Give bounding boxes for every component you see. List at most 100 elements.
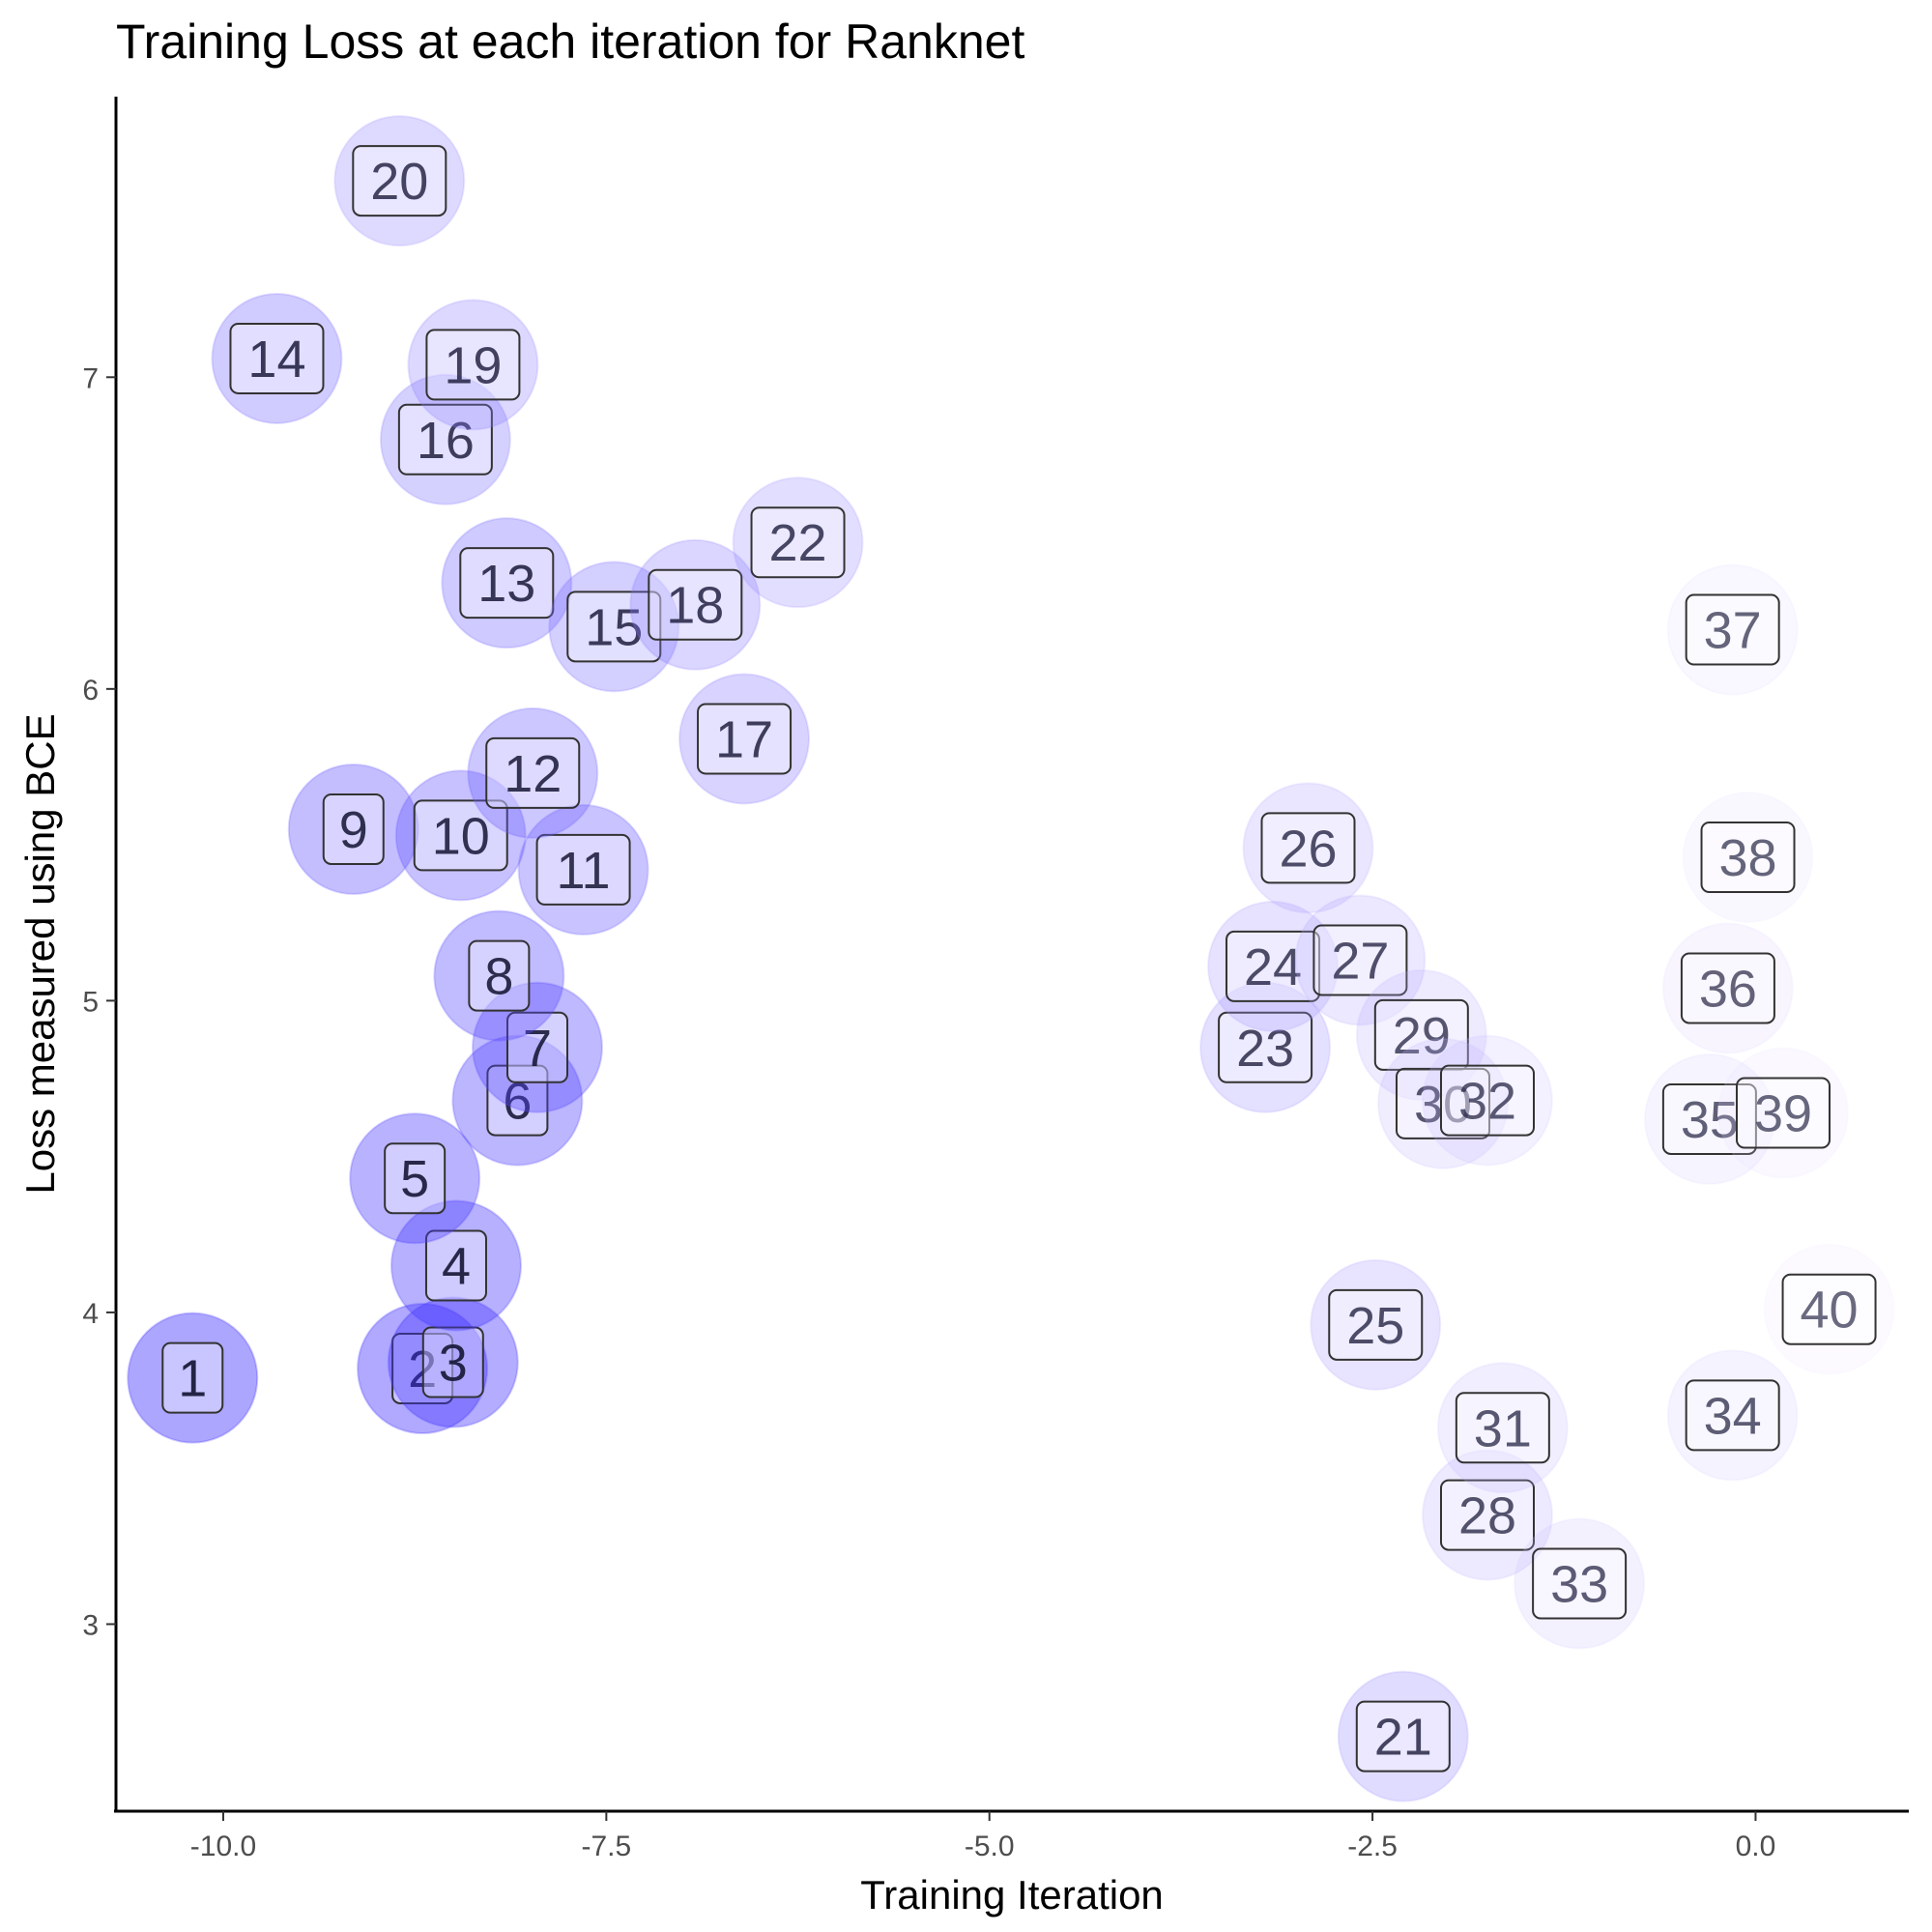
data-point: 37 (1666, 563, 1799, 696)
point-bubble (451, 1034, 584, 1167)
point-bubble (548, 561, 680, 693)
point-bubble (127, 1312, 259, 1444)
point-label-box (352, 145, 447, 217)
data-point: 26 (1242, 782, 1374, 914)
y-tick-label: 3 (82, 1609, 99, 1641)
point-bubble (1661, 922, 1794, 1054)
point-label: 12 (504, 745, 562, 803)
point-bubble (467, 706, 599, 839)
point-label: 18 (666, 577, 724, 635)
point-label: 15 (585, 598, 643, 656)
point-label: 4 (442, 1238, 471, 1296)
point-label-box (1260, 812, 1356, 884)
point-bubble (678, 673, 811, 805)
point-bubble (1242, 782, 1374, 914)
point-label: 24 (1244, 938, 1302, 996)
data-point: 19 (407, 299, 539, 431)
point-bubble (1666, 1349, 1799, 1482)
point-label-box (1218, 1011, 1313, 1083)
data-point: 4 (389, 1199, 522, 1332)
point-label-box (322, 793, 385, 865)
x-axis-title: Training Iteration (860, 1872, 1164, 1918)
data-point: 20 (333, 115, 466, 247)
point-label: 7 (523, 1020, 552, 1078)
data-point: 17 (678, 673, 811, 805)
point-label-box (485, 736, 581, 809)
axes-layer (114, 97, 1909, 1813)
point-label: 13 (477, 555, 535, 613)
point-label-box (506, 1011, 569, 1083)
data-point: 33 (1514, 1517, 1646, 1650)
data-point: 31 (1436, 1362, 1569, 1494)
point-bubble (1199, 981, 1332, 1113)
point-bubble (472, 981, 604, 1113)
data-point: 5 (349, 1112, 481, 1245)
point-label: 1 (178, 1350, 207, 1408)
point-bubble (1355, 968, 1487, 1101)
point-bubble (732, 476, 864, 609)
point-label-box (1532, 1547, 1628, 1620)
point-label: 37 (1704, 602, 1762, 660)
data-point: 25 (1310, 1258, 1442, 1391)
data-point: 3 (387, 1296, 519, 1428)
point-label-box (1685, 1379, 1780, 1452)
data-point: 34 (1666, 1349, 1799, 1482)
point-label-box (1226, 930, 1321, 1002)
point-label-box (229, 322, 325, 394)
data-point: 28 (1421, 1449, 1553, 1581)
point-bubble (349, 1112, 481, 1245)
point-label: 16 (417, 412, 475, 470)
point-label-box (1312, 924, 1408, 996)
data-point: 7 (472, 981, 604, 1113)
points-layer: 1234567891011121314151617181920212223242… (127, 115, 1895, 1802)
x-tick-label: 0.0 (1736, 1831, 1776, 1862)
chart-title: Training Loss at each iteration for Rank… (116, 14, 1025, 69)
point-bubble (287, 763, 419, 895)
data-point: 8 (433, 909, 565, 1042)
point-bubble (1763, 1243, 1895, 1375)
point-bubble (333, 115, 466, 247)
point-label-box (384, 1142, 447, 1215)
point-label: 31 (1474, 1399, 1532, 1457)
point-label: 28 (1458, 1487, 1516, 1545)
point-label-box (161, 1341, 224, 1414)
point-bubble (211, 292, 343, 424)
data-point: 9 (287, 763, 419, 895)
point-label-box (1355, 1700, 1451, 1773)
data-point: 1 (127, 1312, 259, 1444)
point-bubble (1207, 900, 1340, 1032)
point-label: 40 (1801, 1282, 1859, 1340)
x-tick-label: -2.5 (1347, 1831, 1398, 1862)
point-bubble (1514, 1517, 1646, 1650)
point-label: 11 (557, 842, 611, 900)
point-label-box (1455, 1392, 1550, 1464)
point-label: 8 (484, 948, 513, 1006)
point-label-box (1661, 1082, 1757, 1155)
data-point: 23 (1199, 981, 1332, 1113)
point-label-box (413, 799, 508, 872)
data-point: 35 (1643, 1053, 1775, 1185)
data-point: 18 (629, 538, 762, 671)
point-label-box (750, 506, 846, 579)
point-bubble (433, 909, 565, 1042)
data-point: 12 (467, 706, 599, 839)
data-point: 10 (394, 769, 527, 902)
point-label: 3 (439, 1335, 468, 1393)
data-point: 32 (1421, 1034, 1553, 1167)
point-bubble (379, 373, 511, 505)
y-axis-title: Loss measured using BCE (17, 713, 63, 1194)
point-label: 25 (1346, 1297, 1404, 1355)
data-point: 21 (1337, 1670, 1469, 1802)
data-point: 15 (548, 561, 680, 693)
point-label-box (1781, 1273, 1877, 1345)
point-bubble (407, 299, 539, 431)
point-label: 29 (1393, 1007, 1451, 1065)
point-label: 36 (1699, 960, 1757, 1018)
data-point: 14 (211, 292, 343, 424)
y-tick-label: 7 (82, 362, 99, 394)
point-label-box (1373, 998, 1469, 1071)
data-point: 36 (1661, 922, 1794, 1054)
point-bubble (387, 1296, 519, 1428)
point-bubble (389, 1199, 522, 1332)
